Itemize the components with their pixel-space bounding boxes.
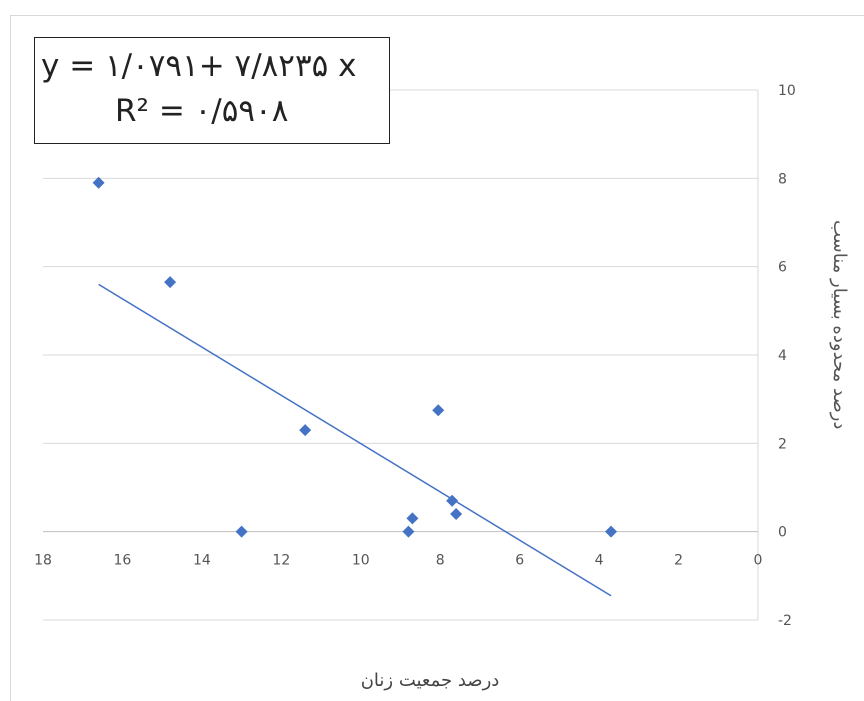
y-tick-label: 4 [778, 348, 787, 364]
y-axis-title-wrap: درصد محدوده بسیار مناسب [829, 220, 864, 540]
y-tick-label: 0 [778, 525, 787, 541]
trendline-equation: y = ۱/۰۷۹۱+ ۷/۸۲۳۵ x [41, 48, 357, 84]
x-tick-label: 18 [34, 553, 52, 569]
y-tick-label: 2 [778, 436, 787, 452]
y-tick-label: 6 [778, 260, 787, 276]
data-point [235, 525, 248, 538]
chart-border-left [10, 15, 11, 701]
x-tick-label: 6 [515, 553, 524, 569]
x-tick-label: 4 [595, 553, 604, 569]
r-squared-label: R² = ۰/۵۹۰۸ [115, 93, 289, 129]
data-point [299, 424, 312, 437]
data-point [406, 512, 419, 525]
data-point [164, 276, 177, 289]
data-point [92, 176, 105, 189]
x-tick-label: 2 [674, 553, 683, 569]
chart-border-top [10, 15, 864, 16]
y-tick-label: 8 [778, 171, 787, 187]
x-tick-label: 8 [436, 553, 445, 569]
data-point [446, 494, 459, 507]
y-tick-label: -2 [778, 613, 792, 629]
data-point [432, 404, 445, 417]
x-tick-label: 0 [754, 553, 763, 569]
x-tick-label: 10 [352, 553, 370, 569]
data-point [402, 525, 415, 538]
y-tick-label: 10 [778, 83, 796, 99]
x-tick-label: 14 [193, 553, 211, 569]
trendline-equation-box: y = ۱/۰۷۹۱+ ۷/۸۲۳۵ x R² = ۰/۵۹۰۸ [34, 37, 390, 144]
data-point [450, 508, 463, 520]
y-axis-title: درصد محدوده بسیار مناسب [829, 220, 850, 430]
trendline [98, 283, 612, 597]
data-point [605, 525, 618, 538]
x-tick-label: 16 [114, 553, 132, 569]
x-axis-title: درصد جمعیت زنان [360, 670, 500, 691]
x-tick-label: 12 [272, 553, 290, 569]
